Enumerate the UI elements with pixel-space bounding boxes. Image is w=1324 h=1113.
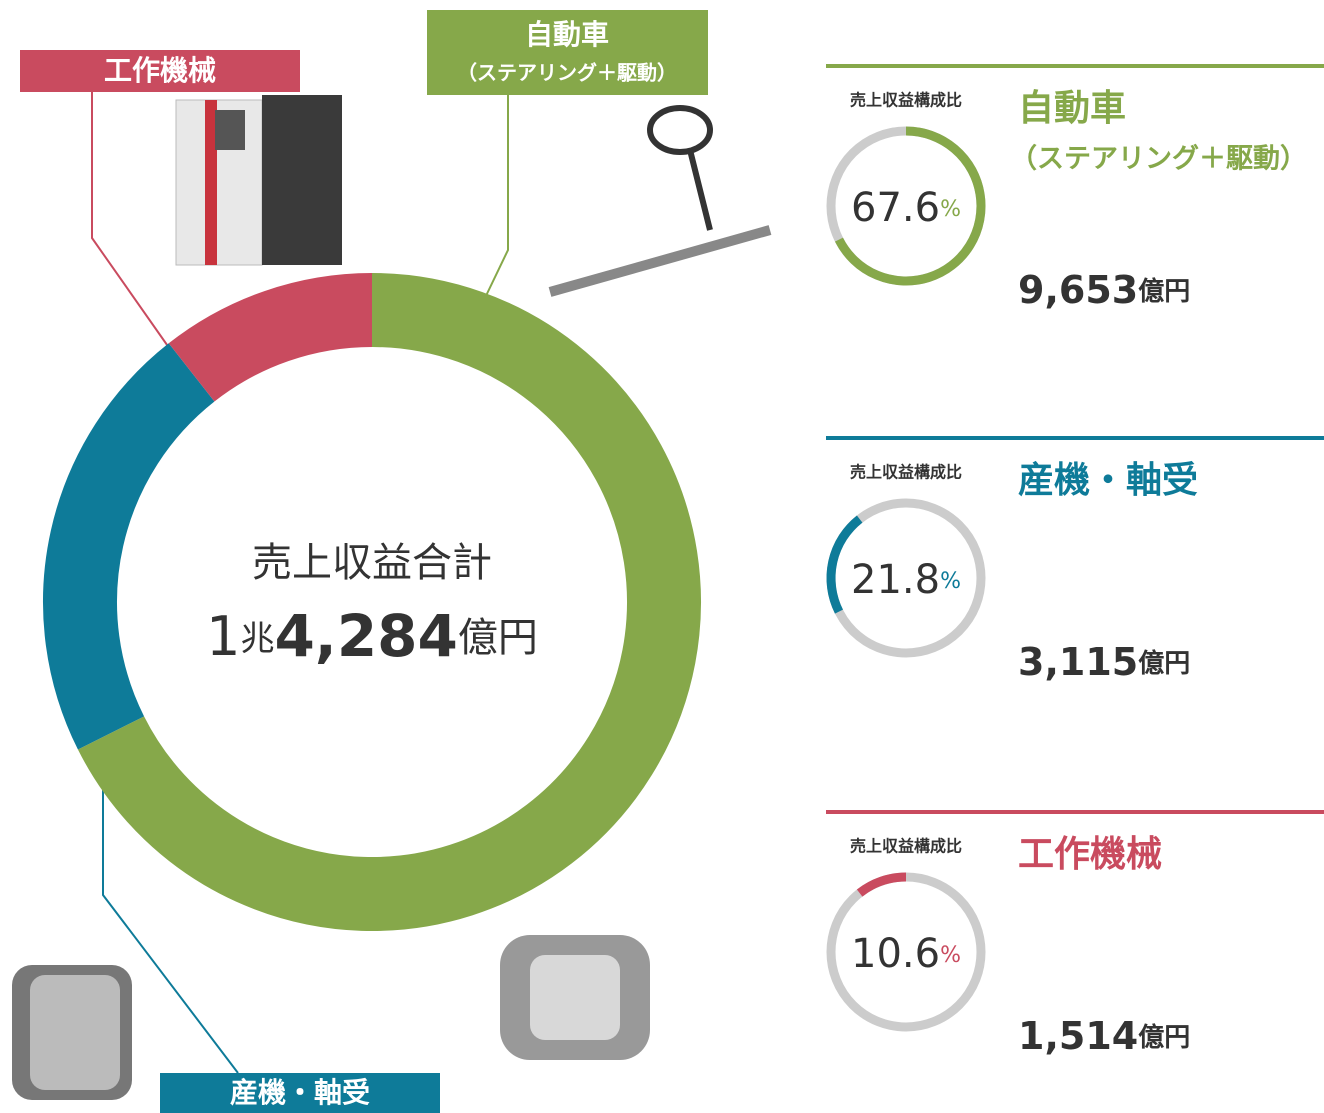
- amount-number: 1,514: [1018, 1014, 1138, 1058]
- share-arc: [826, 515, 863, 614]
- amount-number: 9,653: [1018, 268, 1138, 312]
- category-note: （ステアリング＋駆動）: [1010, 143, 1307, 175]
- share-label: 売上収益構成比: [850, 463, 962, 482]
- category-name: 自動車: [1018, 88, 1126, 129]
- share-number: 21.8: [851, 557, 940, 603]
- amount-number: 3,115: [1018, 640, 1138, 684]
- share-value: 67.6%: [851, 185, 961, 231]
- share-number: 67.6: [851, 185, 940, 231]
- amount-unit: 億円: [1138, 1023, 1190, 1053]
- share-label: 売上収益構成比: [850, 837, 962, 856]
- leader-line: [91, 92, 173, 353]
- leader-line: [102, 770, 239, 1074]
- tag: [20, 50, 300, 92]
- total-part: 4,284: [274, 602, 457, 670]
- tag-note: （ステアリング＋駆動）: [457, 61, 677, 85]
- tag-label: 工作機械: [104, 54, 216, 87]
- donut-segment: [77, 273, 701, 931]
- share-arc: [834, 126, 986, 286]
- product-photo: [12, 965, 132, 1100]
- tag: [427, 10, 708, 95]
- total-unit: 億円: [458, 615, 538, 661]
- amount: 3,115億円: [1018, 640, 1190, 684]
- tag-label: 自動車: [525, 18, 609, 51]
- category-name: 工作機械: [1018, 834, 1162, 875]
- share-number: 10.6: [851, 931, 940, 977]
- total-part: 兆: [240, 619, 274, 659]
- share-value: 10.6%: [851, 931, 961, 977]
- share-unit: %: [940, 943, 961, 968]
- total: 1兆4,284億円: [206, 602, 538, 670]
- leader-line: [483, 95, 509, 301]
- amount-unit: 億円: [1138, 277, 1190, 307]
- share-unit: %: [940, 569, 961, 594]
- amount: 9,653億円: [1018, 268, 1190, 312]
- share-label: 売上収益構成比: [850, 91, 962, 110]
- amount: 1,514億円: [1018, 1014, 1190, 1058]
- tag-label: 産機・軸受: [230, 1076, 370, 1109]
- product-photo: [548, 105, 772, 297]
- share-value: 21.8%: [851, 557, 961, 603]
- product-photo: [175, 95, 342, 266]
- chart-title: 売上収益合計: [252, 540, 492, 586]
- amount-unit: 億円: [1138, 649, 1190, 679]
- share-arc: [856, 872, 907, 897]
- tag: [160, 1073, 440, 1113]
- donut-segment: [168, 273, 373, 402]
- donut-segment: [43, 343, 215, 750]
- product-photo: [500, 935, 650, 1060]
- category-name: 産機・軸受: [1018, 460, 1198, 501]
- total-part: 1: [206, 605, 240, 668]
- share-unit: %: [940, 197, 961, 222]
